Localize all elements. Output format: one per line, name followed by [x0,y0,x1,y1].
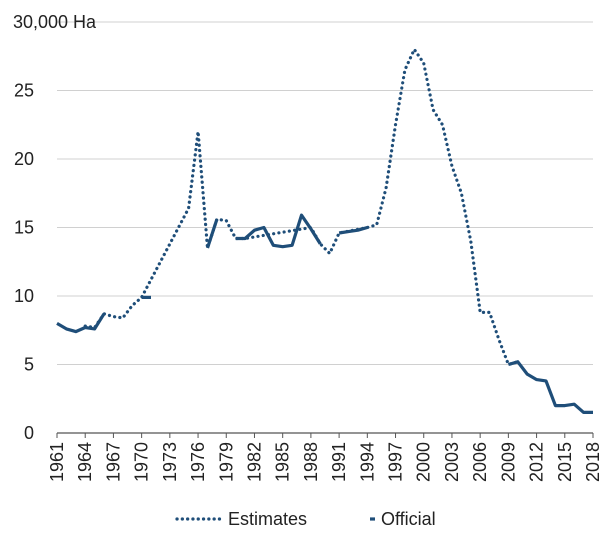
series-line-official-6 [507,360,593,414]
x-tick-label: 1967 [103,442,123,482]
y-tick-label: 25 [14,81,34,101]
y-tick-label: 20 [14,149,34,169]
legend-label-estimates: Estimates [228,509,307,529]
x-tick-label: 1988 [301,442,321,482]
x-tick-label: 1964 [75,442,95,482]
x-tick-label: 1991 [329,442,349,482]
x-tick-label: 1961 [47,442,67,482]
x-tick-label: 1997 [386,442,406,482]
legend: Estimates Official [175,509,436,529]
x-tick-label: 2009 [498,442,518,482]
series-line-official-3 [205,218,219,249]
legend-label-official: Official [381,509,436,529]
x-tick-label: 2003 [442,442,462,482]
series-line-official-4 [235,213,322,249]
y-axis-ticks: 0 5 10 15 20 25 30,000 Ha [13,12,97,443]
x-tick-label: 1982 [244,442,264,482]
x-tick-label: 1973 [160,442,180,482]
gridlines [57,21,593,365]
series-line-official-1 [56,312,106,334]
x-tick-label: 1994 [357,442,377,482]
x-tick-label: 1979 [216,442,236,482]
x-tick-label: 1985 [273,442,293,482]
series-line-official-5 [338,225,368,235]
y-tick-label: 10 [14,286,34,306]
x-tick-label: 1976 [188,442,208,482]
x-tick-label: 2018 [583,442,603,482]
y-tick-label: 15 [14,218,34,238]
y-axis-unit-label: 30,000 Ha [13,12,97,32]
series-line-estimates-0 [83,47,520,367]
x-tick-label: 2015 [555,442,575,482]
series-lines [56,47,593,414]
y-tick-label: 5 [24,355,34,375]
y-tick-label: 0 [24,423,34,443]
x-tick-label: 2006 [470,442,490,482]
x-axis-ticks: 1961 1964 1967 1970 1973 1976 1979 1982 1985 1988… [47,433,603,482]
x-tick-label: 2012 [527,442,547,482]
x-tick-label: 2000 [414,442,434,482]
x-tick-label: 1970 [132,442,152,482]
